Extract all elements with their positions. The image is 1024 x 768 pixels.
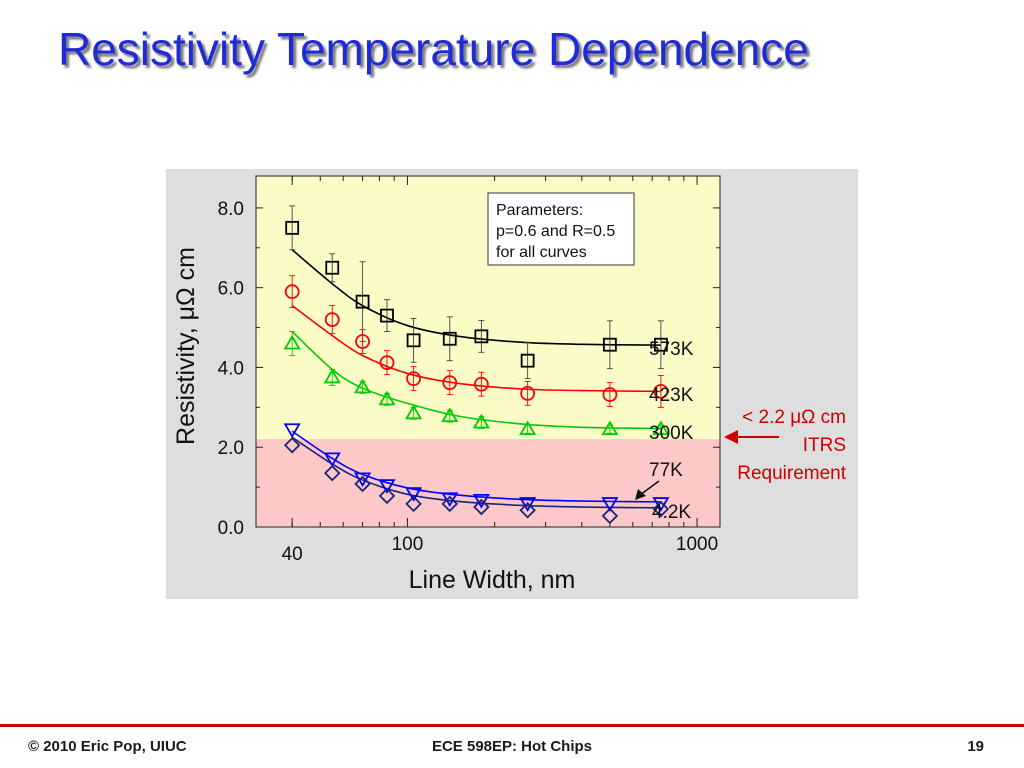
data-point-573k xyxy=(474,329,489,344)
data-point-77k xyxy=(519,497,537,512)
itrs-shaded-region xyxy=(256,439,720,527)
data-point-423k xyxy=(442,375,458,391)
data-point-77k xyxy=(472,493,490,509)
data-point-573k xyxy=(380,308,394,323)
y-axis-label: Resistivity, μΩ cm xyxy=(172,247,200,445)
data-point-300k xyxy=(519,420,537,436)
y-tick-label: 4.0 xyxy=(218,358,244,379)
data-point-300k xyxy=(652,420,670,436)
data-point-300k xyxy=(472,413,490,429)
series-label-4-2k: 4.2K xyxy=(652,502,691,523)
fit-curve-573k xyxy=(291,249,661,346)
data-point-573k xyxy=(653,337,668,352)
data-point-423k xyxy=(379,355,395,371)
footer-rule xyxy=(0,724,1024,727)
data-point-300k xyxy=(405,404,423,420)
itrs-note-line-1: < 2.2 μΩ cm xyxy=(742,407,846,428)
fit-curve-4-2k xyxy=(291,436,661,509)
axis-ticks xyxy=(255,176,720,528)
fit-curve-300k xyxy=(291,330,661,430)
data-point-4-2k xyxy=(519,501,536,519)
x-axis-label: Line Width, nm xyxy=(409,566,576,594)
series-label-300k: 300K xyxy=(649,423,694,444)
data-point-300k xyxy=(354,378,372,394)
data-point-4-2k xyxy=(378,487,396,505)
data-point-4-2k xyxy=(473,498,490,516)
data-point-423k xyxy=(406,371,421,387)
data-point-573k xyxy=(355,294,370,309)
plot-frame xyxy=(255,175,721,528)
data-point-423k xyxy=(324,312,340,327)
x-tick-label: 40 xyxy=(282,544,303,565)
data-point-77k xyxy=(652,497,670,512)
data-point-4-2k xyxy=(405,495,422,513)
itrs-note-line-2: ITRS xyxy=(802,435,846,456)
data-point-77k xyxy=(378,479,396,494)
footer-course: ECE 598EP: Hot Chips xyxy=(431,738,593,755)
footer-page-number: 19 xyxy=(967,738,984,755)
tick-labels: 0.0 2.0 4.0 6.0 8.0 40 100 1000 xyxy=(218,199,719,565)
data-point-77k xyxy=(601,497,619,512)
x-tick-label: 100 xyxy=(392,534,424,555)
data-point-573k xyxy=(520,353,535,368)
fit-curve-423k xyxy=(291,304,661,393)
data-point-77k xyxy=(405,487,423,502)
data-point-300k xyxy=(323,368,341,384)
data-point-423k xyxy=(520,385,536,401)
data-point-423k xyxy=(355,334,370,349)
data-point-573k xyxy=(406,333,421,348)
error-bars xyxy=(289,205,664,434)
data-point-300k xyxy=(283,334,301,350)
series-labels: 573K 423K 300K 77K 4.2K xyxy=(649,339,694,523)
data-markers xyxy=(283,220,670,525)
fit-curve-77k xyxy=(291,430,661,503)
y-tick-label: 6.0 xyxy=(218,279,244,300)
data-point-423k xyxy=(602,387,618,402)
label-77k-arrowhead xyxy=(635,489,646,500)
data-point-4-2k xyxy=(323,464,341,482)
data-point-300k xyxy=(601,420,619,436)
data-point-573k xyxy=(602,337,617,352)
data-point-300k xyxy=(378,390,396,406)
itrs-arrowhead xyxy=(724,430,738,444)
data-point-77k xyxy=(283,423,301,439)
parameters-box: Parameters: p=0.6 and R=0.5 for all curv… xyxy=(487,192,635,266)
y-tick-label: 0.0 xyxy=(218,518,244,539)
parameters-box-line-1: Parameters: xyxy=(496,202,583,219)
series-label-573k: 573K xyxy=(649,339,694,360)
series-label-77k: 77K xyxy=(649,460,683,481)
fit-curves xyxy=(291,249,661,509)
data-point-4-2k xyxy=(283,436,301,454)
slide-title: Resistivity Temperature Dependence xyxy=(58,23,809,75)
y-tick-label: 2.0 xyxy=(218,438,244,459)
data-point-4-2k xyxy=(441,495,459,513)
label-77k-arrow xyxy=(639,480,660,496)
annotation-arrows xyxy=(635,430,779,500)
data-point-300k xyxy=(441,407,459,423)
series-label-423k: 423K xyxy=(649,385,694,406)
data-point-573k xyxy=(285,220,300,235)
x-tick-label: 1000 xyxy=(676,534,718,555)
data-point-4-2k xyxy=(354,475,371,493)
parameters-box-line-2: p=0.6 and R=0.5 xyxy=(496,223,615,240)
data-point-423k xyxy=(653,383,669,399)
parameters-box-line-3: for all curves xyxy=(496,244,587,261)
footer-copyright: © 2010 Eric Pop, UIUC xyxy=(28,738,187,755)
data-point-77k xyxy=(323,452,341,468)
data-point-423k xyxy=(284,284,300,300)
resistivity-chart: 0.02.04.06.08.040 100 1000 Line Width, nm … xyxy=(172,175,779,594)
data-point-573k xyxy=(442,331,457,346)
y-tick-label: 8.0 xyxy=(218,199,244,220)
data-point-573k xyxy=(325,260,340,275)
itrs-note-line-3: Requirement xyxy=(737,463,846,484)
itrs-requirement-note: < 2.2 μΩ cm ITRS Requirement xyxy=(716,404,846,488)
data-point-4-2k xyxy=(652,500,670,518)
data-point-423k xyxy=(473,376,489,392)
